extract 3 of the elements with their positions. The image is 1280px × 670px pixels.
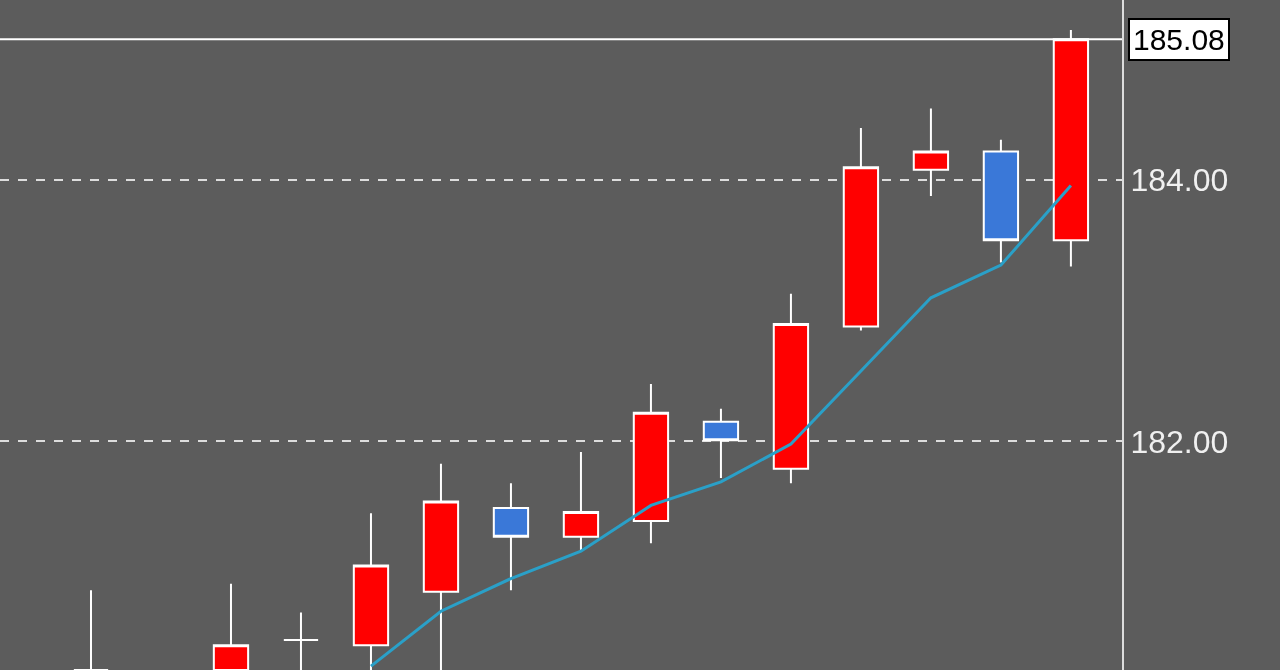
y-tick-label: 182.00: [1130, 423, 1229, 460]
y-tick-label: 184.00: [1130, 162, 1229, 199]
ref-line-label: 185.08: [1133, 23, 1225, 56]
